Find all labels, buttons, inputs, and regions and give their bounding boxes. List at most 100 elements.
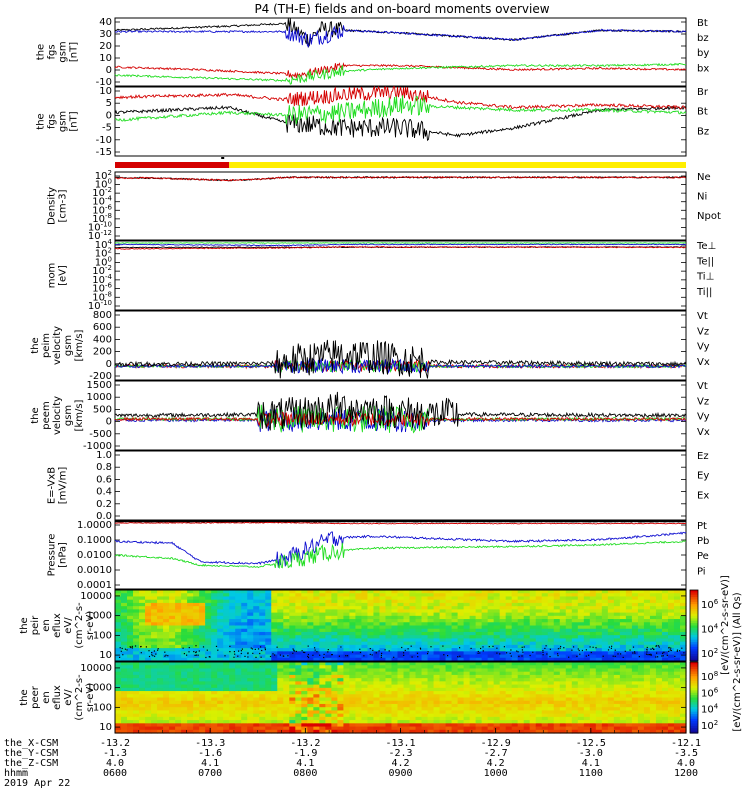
spectrogram-cell [289,590,296,594]
spectrogram-cell [541,694,549,699]
spectrogram-cell [205,590,212,594]
spectrogram-cell [625,710,633,715]
spectrogram-cell [499,691,507,695]
spectrogram-cell [361,651,369,656]
spectrogram-cell [259,723,266,728]
spectrogram-cell [175,681,182,686]
spectrogram-cell [481,641,489,646]
spectrogram-cell [331,631,338,636]
spectrogram-cell [559,590,567,594]
spectrogram-cell [199,678,206,682]
spectrogram-cell [295,602,302,607]
spectrogram-cell [157,654,164,659]
spectrogram-cell [175,723,182,728]
spectrogram-cell [337,609,344,614]
spectrogram-cell [589,681,597,686]
spectrogram-cell [325,593,332,598]
spectrogram-cell [673,662,681,666]
spectrogram-cell [403,687,411,692]
spectrogram-cell [553,720,561,724]
spectrogram-cell [193,681,200,686]
spectrogram-cell [523,609,531,614]
spectrogram-cell [541,684,549,689]
spectrogram-cell [373,681,381,686]
spectrogram-cell [475,657,483,662]
spectrogram-cell [529,703,537,708]
spectrogram-cell [343,628,351,633]
spectrogram-cell [187,720,194,724]
spectrogram-cell [301,720,308,724]
spectrogram-cell [547,593,555,598]
spectrogram-cell [457,631,465,636]
spectrogram-cell [361,635,369,640]
spectrogram-cell [673,635,681,640]
spectrogram-cell [661,635,669,640]
spectrogram-cell [673,654,681,659]
spectrogram-cell [301,609,308,614]
spectrogram-cell [655,691,663,695]
spectrogram-cell [469,694,477,699]
spectrogram-cell [541,710,549,715]
spectrogram-cell [361,723,369,728]
spectrogram-cell [253,678,260,682]
colorbar-step [690,646,698,650]
spectrogram-cell [655,590,663,594]
spectrogram-cell [139,638,146,643]
spectrogram-cell [385,684,393,689]
spectrogram-cell [289,602,296,607]
spectrogram-cell [421,729,429,734]
spectrogram-cell [205,694,212,699]
spectrogram-cell [151,716,158,721]
spectrogram-cell [469,590,477,594]
spectrogram-cell [535,720,543,724]
spectrogram-cell [199,681,206,686]
spectrogram-cell [427,726,435,731]
spectrogram-cell [187,729,194,734]
spectrogram-cell [493,619,501,623]
spectrogram-cell [493,631,501,636]
spectrogram-cell [217,648,224,652]
spectrogram-cell [301,684,308,689]
spectrogram-cell [187,681,194,686]
spectrogram-cell [205,648,212,652]
spectrogram-cell [229,628,236,633]
spectrogram-cell [211,651,218,656]
noise-dot [661,655,663,657]
noise-dot [209,656,211,658]
noise-dot [683,652,685,654]
spectrogram-cell [457,720,465,724]
spectrogram-cell [655,720,663,724]
spectrogram-cell [583,596,591,601]
spectrogram-cell [187,596,194,601]
spectrogram-cell [151,635,158,640]
spectrogram-cell [355,635,363,640]
spectrogram-cell [229,596,236,601]
spectrogram-cell [583,716,591,721]
spectrogram-cell [241,681,248,686]
y-tick-label: 0.2 [96,499,112,510]
colorbar-step [690,685,698,689]
spectrogram-cell [175,651,182,656]
y-tick-label: 0.0100 [77,550,112,561]
spectrogram-cell [157,593,164,598]
spectrogram-cell [247,657,254,662]
y-tick-label: 100 [93,630,112,641]
spectrogram-cell [379,635,387,640]
noise-dot [372,649,374,651]
spectrogram-cell [589,596,597,601]
spectrogram-cell [499,635,507,640]
spectrogram-cell [367,615,375,620]
spectrogram-cell [277,694,284,699]
spectrogram-cell [139,593,146,598]
spectrogram-cell [121,644,128,649]
spectrogram-cell [517,622,525,627]
spectrogram-cell [241,648,248,652]
spectrogram-cell [661,612,669,617]
spectrogram-cell [673,641,681,646]
spectrogram-cell [511,593,519,598]
spectrogram-cell [301,678,308,682]
spectrogram-cell [595,700,603,705]
spectrogram-cell [235,654,242,659]
spectrogram-cell [679,716,687,721]
noise-dot [304,651,306,654]
